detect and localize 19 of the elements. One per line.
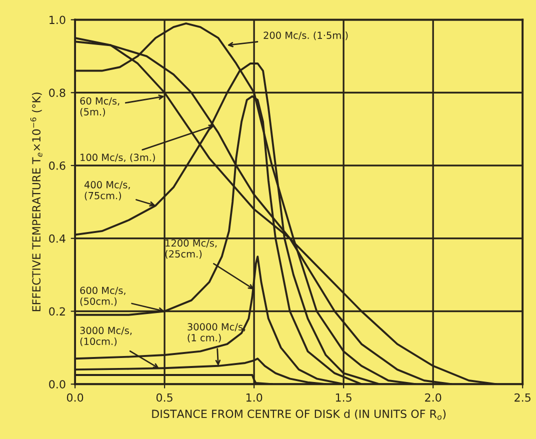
annotation: 3000 Mc/s, (10cm.) <box>80 326 132 346</box>
x-axis-title: DISTANCE FROM CENTRE OF DISK d (IN UNITS OF R$_{o}$) <box>152 409 446 420</box>
y-tick-label: 0.4 <box>49 234 66 243</box>
x-tick-label: 0.0 <box>66 393 84 402</box>
annotation: 60 Mc/s, (5m.) <box>80 97 120 117</box>
y-tick-label: 1.0 <box>50 16 66 24</box>
x-tick-label: 2.5 <box>514 393 530 402</box>
y-tick-label: 0.8 <box>49 88 66 98</box>
x-tick-label: 2.0 <box>425 393 442 402</box>
x-tick-label: 1.5 <box>336 393 352 402</box>
y-tick-label: 0.2 <box>49 307 65 316</box>
annotation: 600 Mc/s, (50cm.) <box>80 286 126 306</box>
x-tick-label: 0.5 <box>156 393 172 402</box>
y-tick-label: 0.0 <box>49 380 66 389</box>
y-axis-title: EFFECTIVE TEMPERATURE T$_{e}$×10$^{−6}$ (°K) <box>30 92 42 312</box>
x-tick-label: 1.0 <box>246 393 262 402</box>
y-tick-label: 0.6 <box>49 161 66 170</box>
annotation: 400 Mc/s, (75cm.) <box>84 181 130 200</box>
annotation: 100 Mc/s, (3m.) <box>80 154 155 162</box>
